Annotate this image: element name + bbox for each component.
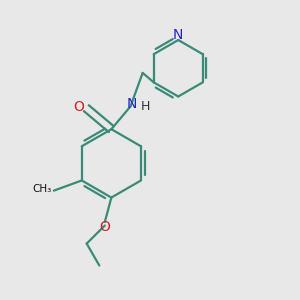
Text: N: N <box>173 28 183 42</box>
Text: O: O <box>99 220 110 234</box>
Text: CH₃: CH₃ <box>32 184 52 194</box>
Text: H: H <box>141 100 150 113</box>
Text: O: O <box>74 100 85 114</box>
Text: N: N <box>126 97 136 111</box>
